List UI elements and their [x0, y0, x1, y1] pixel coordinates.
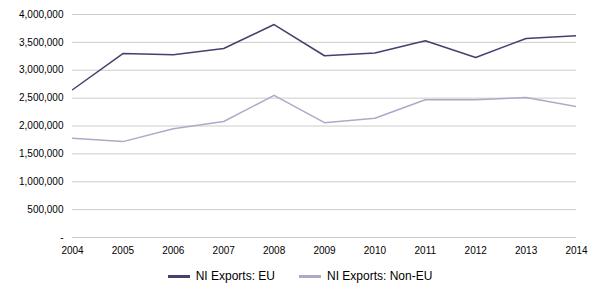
svg-text:2004: 2004 [61, 245, 84, 256]
svg-text:2,500,000: 2,500,000 [19, 92, 64, 103]
html-text:NI Exports: EU: NI Exports: EU [195, 269, 275, 283]
svg-text:2007: 2007 [213, 245, 236, 256]
svg-text:3,500,000: 3,500,000 [19, 37, 64, 48]
svg-text:2014: 2014 [565, 245, 588, 256]
svg-text:4,000,000: 4,000,000 [19, 9, 64, 20]
svg-text:1,500,000: 1,500,000 [19, 148, 64, 159]
svg-text:2011: 2011 [415, 245, 437, 256]
svg-text:-: - [60, 232, 63, 243]
svg-text:2009: 2009 [313, 245, 336, 256]
svg-text:2,000,000: 2,000,000 [19, 120, 64, 131]
svg-text:2012: 2012 [465, 245, 488, 256]
svg-text:2008: 2008 [263, 245, 286, 256]
svg-text:2013: 2013 [515, 245, 538, 256]
svg-text:1,000,000: 1,000,000 [19, 176, 64, 187]
svg-text:2010: 2010 [364, 245, 387, 256]
svg-text:2005: 2005 [112, 245, 135, 256]
svg-text:2006: 2006 [162, 245, 185, 256]
svg-text:500,000: 500,000 [27, 204, 64, 215]
svg-text:3,000,000: 3,000,000 [19, 64, 64, 75]
html-text:NI Exports: Non-EU: NI Exports: Non-EU [327, 269, 433, 283]
